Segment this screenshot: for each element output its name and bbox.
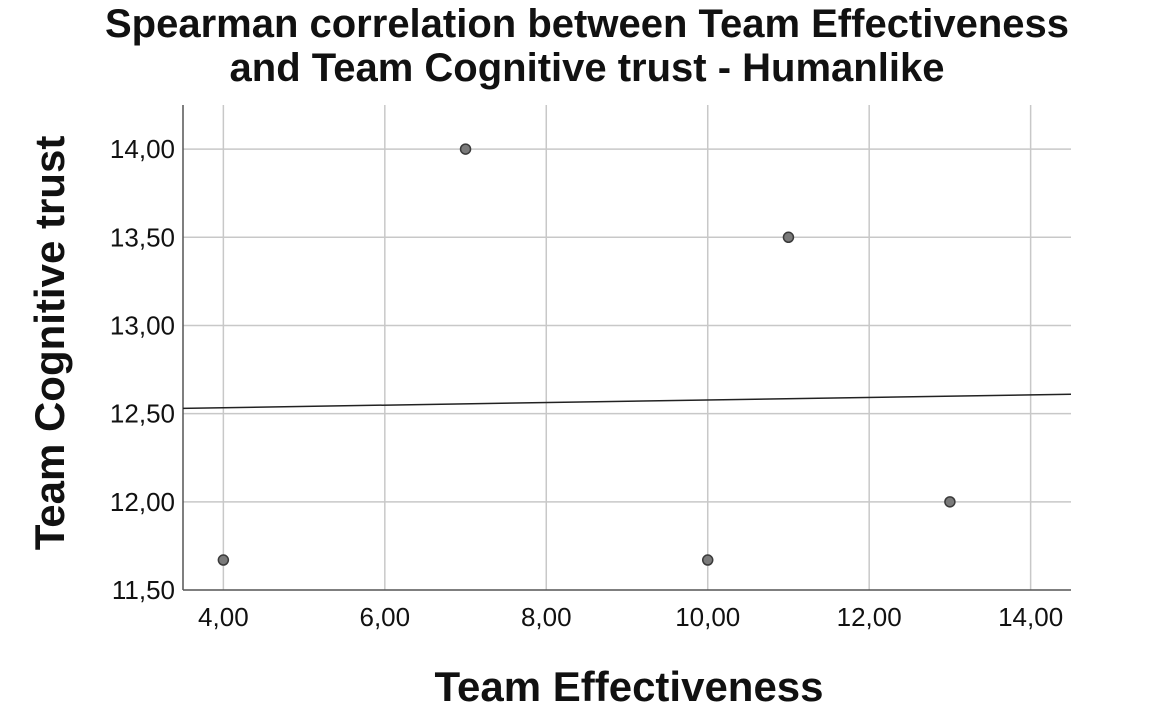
chart-title: Spearman correlation between Team Effect… [0,2,1174,90]
data-point-1 [459,143,472,155]
data-point-3 [782,231,795,244]
data-points [217,143,956,566]
data-point-2 [701,554,714,566]
x-tick-label-1: 6,00 [360,602,411,632]
fit-line-group [182,393,1072,410]
x-tick-labels: 4,00 6,00 8,00 10,00 12,00 14,00 [198,602,1063,632]
y-tick-label-0: 11,50 [112,575,175,605]
chart-title-line-1: Spearman correlation between Team Effect… [104,2,1070,46]
y-tick-label-5: 14,00 [110,134,175,164]
y-tick-labels: 11,50 12,00 12,50 13,00 13,50 14,00 [110,134,175,605]
x-tick-label-3: 10,00 [675,602,740,632]
y-axis-label: Team Cognitive trust [26,136,73,551]
y-tick-label-4: 13,50 [110,222,175,252]
fit-line [182,393,1072,410]
y-tick-label-2: 12,50 [110,399,175,429]
x-axis-label: Team Effectiveness [434,663,823,709]
chart-title-line-2: and Team Cognitive trust - Humanlike [229,46,945,90]
axes [182,105,1071,591]
x-tick-label-5: 14,00 [998,602,1063,632]
x-tick-label-0: 4,00 [198,602,249,632]
x-tick-label-2: 8,00 [521,602,572,632]
grid-lines [183,105,1071,590]
y-tick-label-3: 13,00 [110,310,175,340]
x-tick-label-4: 12,00 [837,602,902,632]
data-point-0 [217,554,230,566]
data-point-4 [944,496,956,508]
y-tick-label-1: 12,00 [110,487,175,517]
